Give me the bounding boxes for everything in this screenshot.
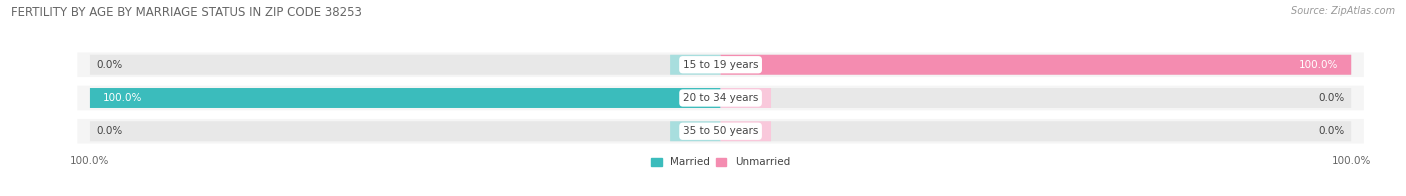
Text: 35 to 50 years: 35 to 50 years xyxy=(683,126,758,136)
FancyBboxPatch shape xyxy=(77,119,1364,143)
FancyBboxPatch shape xyxy=(77,53,1364,77)
FancyBboxPatch shape xyxy=(90,55,721,75)
FancyBboxPatch shape xyxy=(721,55,1351,75)
Text: 100.0%: 100.0% xyxy=(103,93,142,103)
Text: 0.0%: 0.0% xyxy=(96,60,122,70)
FancyBboxPatch shape xyxy=(90,88,721,108)
Text: 100.0%: 100.0% xyxy=(1299,60,1339,70)
Text: 20 to 34 years: 20 to 34 years xyxy=(683,93,758,103)
FancyBboxPatch shape xyxy=(671,121,721,141)
FancyBboxPatch shape xyxy=(90,121,721,141)
FancyBboxPatch shape xyxy=(721,88,1351,108)
FancyBboxPatch shape xyxy=(721,121,770,141)
Text: 0.0%: 0.0% xyxy=(1319,93,1346,103)
Text: FERTILITY BY AGE BY MARRIAGE STATUS IN ZIP CODE 38253: FERTILITY BY AGE BY MARRIAGE STATUS IN Z… xyxy=(11,6,363,19)
FancyBboxPatch shape xyxy=(721,121,1351,141)
FancyBboxPatch shape xyxy=(90,88,721,108)
FancyBboxPatch shape xyxy=(721,88,770,108)
Text: 0.0%: 0.0% xyxy=(96,126,122,136)
FancyBboxPatch shape xyxy=(721,55,1351,75)
FancyBboxPatch shape xyxy=(671,55,721,75)
FancyBboxPatch shape xyxy=(77,86,1364,110)
Text: Source: ZipAtlas.com: Source: ZipAtlas.com xyxy=(1291,6,1395,16)
Text: 0.0%: 0.0% xyxy=(1319,126,1346,136)
Legend: Married, Unmarried: Married, Unmarried xyxy=(651,157,790,167)
Text: 15 to 19 years: 15 to 19 years xyxy=(683,60,758,70)
